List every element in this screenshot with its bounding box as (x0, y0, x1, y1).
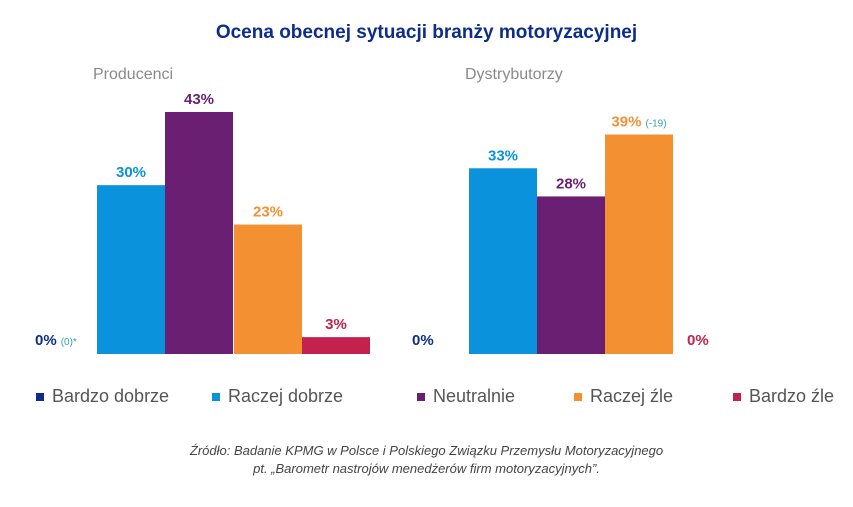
bar (165, 112, 233, 354)
bar-value-label: 0% (687, 332, 709, 349)
legend-label: Raczej dobrze (228, 386, 344, 406)
legend-label: Bardzo źle (749, 386, 835, 406)
panel-title-dystrybutorzy: Dystrybutorzy (465, 66, 563, 83)
panel-title-producenci: Producenci (93, 66, 174, 83)
bar-value-label: 30% (116, 164, 146, 181)
bar (537, 196, 605, 354)
legend-item-bardzo-dobrze: Bardzo dobrze (36, 386, 169, 407)
bar (469, 168, 537, 354)
bar-value-label: 43% (184, 91, 214, 108)
legend: Bardzo dobrze Raczej dobrze Neutralnie R… (0, 386, 853, 410)
legend-label: Bardzo dobrze (52, 386, 170, 406)
bar (234, 224, 302, 354)
legend-item-bardzo-zle: Bardzo źle (733, 386, 834, 407)
bar-value-label: 39% (-19) (611, 114, 666, 131)
source-note: Źródło: Badanie KPMG w Polsce i Polskieg… (0, 442, 853, 478)
bar (302, 337, 370, 354)
bar-value-label: 3% (325, 316, 347, 333)
bar (605, 134, 673, 354)
legend-item-raczej-dobrze: Raczej dobrze (212, 386, 343, 407)
bar-value-label: 28% (556, 175, 586, 192)
legend-swatch (212, 392, 220, 401)
legend-swatch (36, 392, 44, 401)
bar-plot: 0% (0)* 30% 43% 23% 3% 0% 33% 28% 39% (-19) 0% (35, 91, 709, 354)
legend-swatch (733, 392, 741, 401)
legend-label: Neutralnie (433, 386, 516, 406)
chart-title: Ocena obecnej sytuacji branży motoryzacy… (215, 22, 638, 43)
source-line-2: pt. „Barometr nastrojów menedżerów firm … (253, 461, 600, 476)
legend-swatch (574, 392, 582, 401)
bar-value-label: 0% (0)* (35, 332, 77, 349)
legend-item-neutralnie: Neutralnie (417, 386, 515, 407)
bar-value-label: 23% (253, 204, 283, 221)
legend-swatch (417, 392, 425, 401)
source-line-1: Źródło: Badanie KPMG w Polsce i Polskieg… (189, 443, 664, 458)
bar (97, 185, 165, 354)
bar-value-label: 33% (488, 147, 518, 164)
bar-value-label: 0% (412, 332, 434, 349)
legend-item-raczej-zle: Raczej źle (574, 386, 673, 407)
legend-label: Raczej źle (590, 386, 674, 406)
